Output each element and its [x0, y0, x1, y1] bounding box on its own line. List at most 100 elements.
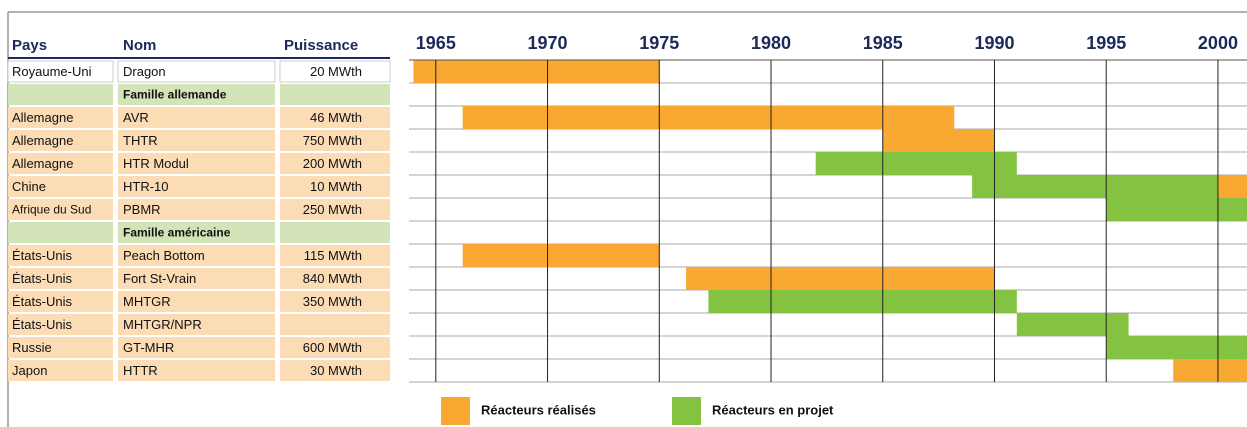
group-label: Famille américaine [123, 226, 231, 240]
reactor-name: HTR-10 [123, 179, 169, 194]
cell [280, 291, 390, 312]
cell [8, 107, 113, 128]
cell [8, 314, 113, 335]
reactor-name: Peach Bottom [123, 248, 205, 263]
cell [280, 84, 390, 105]
cell [280, 360, 390, 381]
power: 600 MWth [303, 340, 362, 355]
cell [118, 222, 275, 243]
cell [118, 107, 275, 128]
power: 200 MWth [303, 156, 362, 171]
cell [8, 245, 113, 266]
cell [280, 153, 390, 174]
cell [8, 337, 113, 358]
reactor-name: PBMR [123, 202, 161, 217]
reactor-name: Dragon [123, 64, 166, 79]
cell [118, 360, 275, 381]
reactor-name: GT-MHR [123, 340, 174, 355]
reactor-name: THTR [123, 133, 158, 148]
column-header: Nom [123, 37, 156, 54]
power: 250 MWth [303, 202, 362, 217]
cell [8, 130, 113, 151]
bar [1217, 175, 1247, 198]
cell [8, 268, 113, 289]
cell [118, 84, 275, 105]
x-tick-label: 1965 [416, 33, 456, 53]
cell [8, 84, 113, 105]
column-header: Puissance [284, 37, 358, 54]
cell [118, 176, 275, 197]
cell [280, 130, 390, 151]
country: Allemagne [12, 156, 73, 171]
x-tick-label: 1995 [1086, 33, 1126, 53]
group-label: Famille allemande [123, 88, 227, 102]
bar [1106, 198, 1247, 221]
country: Japon [12, 363, 47, 378]
reactor-name: MHTGR [123, 294, 171, 309]
cell [118, 314, 275, 335]
power: 750 MWth [303, 133, 362, 148]
cell [8, 199, 113, 220]
power: 840 MWth [303, 271, 362, 286]
cell [118, 153, 275, 174]
country: États-Unis [12, 317, 72, 332]
cell [279, 60, 391, 83]
cell [118, 130, 275, 151]
x-tick-label: 2000 [1198, 33, 1238, 53]
bar [462, 106, 955, 129]
cell [8, 360, 113, 381]
legend-label: Réacteurs réalisés [481, 402, 596, 417]
power: 20 MWth [310, 64, 362, 79]
bar [1016, 313, 1129, 336]
country: États-Unis [12, 248, 72, 263]
plot [409, 59, 1247, 383]
country: Russie [12, 340, 52, 355]
bar [413, 60, 660, 83]
reactor-name: AVR [123, 110, 149, 125]
country: États-Unis [12, 294, 72, 309]
x-tick-label: 1985 [863, 33, 903, 53]
reactor-name: Fort St-Vrain [123, 271, 196, 286]
country: États-Unis [12, 271, 72, 286]
cell [8, 291, 113, 312]
legend-swatch [672, 397, 701, 425]
cell [280, 337, 390, 358]
power: 350 MWth [303, 294, 362, 309]
country: Allemagne [12, 133, 73, 148]
reactor-name: HTR Modul [123, 156, 189, 171]
cell [118, 268, 275, 289]
cell [280, 245, 390, 266]
country: Royaume-Uni [12, 64, 92, 79]
power: 115 MWth [304, 248, 362, 263]
bar [686, 267, 995, 290]
legend-swatch [441, 397, 470, 425]
bar [708, 290, 1017, 313]
country: Afrique du Sud [12, 203, 91, 217]
cell [280, 314, 390, 335]
power: 10 MWth [310, 179, 362, 194]
x-tick-label: 1990 [974, 33, 1014, 53]
bar [972, 175, 1218, 198]
bar [1173, 359, 1247, 382]
column-header: Pays [12, 37, 47, 54]
cell [280, 107, 390, 128]
bar [1106, 336, 1247, 359]
x-tick-label: 1975 [639, 33, 679, 53]
x-tick-label: 1970 [528, 33, 568, 53]
cell [280, 222, 390, 243]
cell [280, 176, 390, 197]
cell [117, 60, 276, 83]
country: Chine [12, 179, 46, 194]
bar [882, 129, 995, 152]
cell [7, 60, 114, 83]
cell [118, 199, 275, 220]
power: 30 MWth [310, 363, 362, 378]
reactor-name: MHTGR/NPR [123, 317, 202, 332]
bar [462, 244, 660, 267]
country: Allemagne [12, 110, 73, 125]
cell [280, 199, 390, 220]
cell [8, 176, 113, 197]
cell [8, 222, 113, 243]
power: 46 MWth [310, 110, 362, 125]
